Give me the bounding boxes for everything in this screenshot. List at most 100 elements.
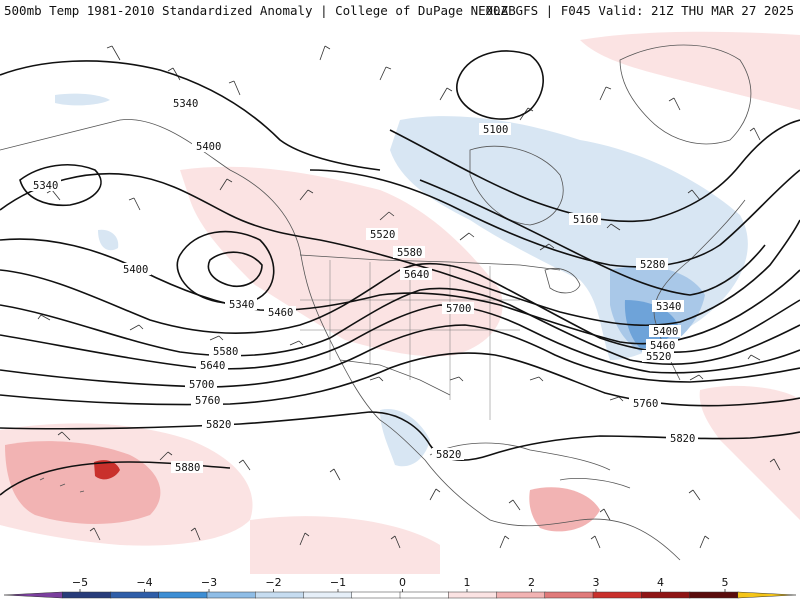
svg-text:5520: 5520	[646, 351, 671, 363]
hudson-bay	[469, 145, 564, 226]
colorbar-segment	[737, 591, 797, 599]
colorbar-tick-label: 2	[528, 576, 535, 589]
contour-label: 5340	[225, 298, 257, 311]
colorbar-segment	[496, 591, 546, 599]
svg-text:5820: 5820	[670, 433, 695, 445]
svg-text:5340: 5340	[656, 301, 681, 313]
colorbar-segment	[158, 591, 208, 599]
contour-5340-upper	[0, 60, 381, 171]
svg-text:5160: 5160	[573, 214, 598, 226]
contour-label: 5340	[29, 179, 61, 192]
svg-text:5820: 5820	[436, 449, 461, 461]
contour-5280	[309, 169, 800, 268]
contour-5100	[455, 50, 544, 120]
colorbar-segment	[255, 591, 305, 599]
svg-text:5640: 5640	[200, 360, 225, 372]
cold-anomaly-alaska	[55, 93, 110, 106]
gulf-coast	[429, 442, 611, 471]
contour-label: 5700	[185, 378, 217, 391]
contour-label: 5520	[642, 350, 674, 363]
colorbar-tick-label: −3	[201, 576, 217, 589]
svg-text:5580: 5580	[397, 247, 422, 259]
svg-text:5280: 5280	[640, 259, 665, 271]
colorbar-segment	[110, 591, 160, 599]
contour-label: 5640	[400, 268, 432, 281]
svg-text:5880: 5880	[175, 462, 200, 474]
wind-barbs	[37, 45, 781, 549]
contour-5520	[0, 262, 800, 353]
contour-5340-mid	[207, 251, 263, 287]
contour-5580	[0, 287, 800, 366]
warm-anomaly-arctic	[580, 31, 800, 110]
svg-text:5520: 5520	[370, 229, 395, 241]
colorbar-segment	[641, 591, 691, 599]
product-title: 500mb Temp 1981-2010 Standardized Anomal…	[4, 3, 516, 18]
contour-label: 5580	[393, 246, 425, 259]
cuba-outline	[559, 478, 631, 489]
contour-label: 5400	[192, 140, 224, 153]
us-canada-border	[299, 254, 561, 271]
contour-label: 5340	[169, 97, 201, 110]
north-america-coastline	[0, 119, 681, 561]
svg-text:5340: 5340	[229, 299, 254, 311]
contour-label: 5760	[629, 397, 661, 410]
svg-text:5700: 5700	[446, 303, 471, 315]
colorbar-segment	[3, 591, 63, 599]
anomaly-map: 5100 5160 5280 5340 5340 5340 5340 5400 …	[0, 22, 800, 574]
warm-anomaly-atlantic	[699, 385, 800, 520]
warm-anomaly-peak	[94, 460, 120, 480]
contour-label: 5520	[366, 228, 398, 241]
colorbar-segment	[689, 591, 739, 599]
colorbar-segment	[448, 591, 498, 599]
contour-label: 5400	[119, 263, 151, 276]
svg-text:5700: 5700	[189, 379, 214, 391]
colorbar-tick-label: 0	[399, 576, 406, 589]
cold-anomaly-pacific	[98, 229, 119, 251]
colorbar-segment	[351, 591, 401, 599]
colorbar-segment	[399, 591, 449, 599]
contour-label: 5820	[666, 432, 698, 445]
colorbar-tick-label: −2	[265, 576, 281, 589]
contour-label: 5280	[636, 258, 668, 271]
colorbar-tick-label: 3	[593, 576, 600, 589]
contour-5760	[0, 352, 800, 407]
colorbar-tick-label: −4	[136, 576, 152, 589]
svg-text:5580: 5580	[213, 346, 238, 358]
colorbar-tick-label: −1	[330, 576, 346, 589]
contour-label: 5700	[442, 302, 474, 315]
svg-text:5100: 5100	[483, 124, 508, 136]
contour-label: 5760	[191, 394, 223, 407]
warm-anomaly-caribbean	[529, 487, 600, 532]
contour-label: 5100	[479, 123, 511, 136]
warm-anomaly-south-pacific	[250, 516, 440, 574]
contour-label: 5640	[196, 359, 228, 372]
great-lakes	[544, 268, 581, 294]
contour-label: 5880	[171, 461, 203, 474]
colorbar-tick-label: 1	[464, 576, 471, 589]
contour-5160	[389, 119, 800, 223]
colorbar-tick-label: 4	[657, 576, 664, 589]
contour-label: 5820	[202, 418, 234, 431]
contour-5700	[0, 324, 800, 388]
colorbar-segment	[303, 591, 353, 599]
svg-text:5640: 5640	[404, 269, 429, 281]
colorbar-segment	[62, 591, 112, 599]
contour-5340-right	[419, 179, 766, 296]
svg-text:5400: 5400	[123, 264, 148, 276]
contour-label: 5340	[652, 300, 684, 313]
hawaiian-islands	[39, 477, 85, 493]
svg-text:5820: 5820	[206, 419, 231, 431]
contour-label: 5460	[264, 306, 296, 319]
us-mexico-border	[339, 359, 451, 396]
contour-label: 5160	[569, 213, 601, 226]
contour-label: 5400	[649, 325, 681, 338]
colorbar-tick-label: −5	[72, 576, 88, 589]
svg-text:5760: 5760	[195, 395, 220, 407]
contour-label: 5580	[209, 345, 241, 358]
colorbar-segment	[592, 591, 642, 599]
colorbar-segment	[544, 591, 594, 599]
svg-text:5340: 5340	[173, 98, 198, 110]
anomaly-colorbar: −5 −4 −3 −2 −1 0 1 2 3 4 5	[0, 574, 800, 600]
header-bar: 500mb Temp 1981-2010 Standardized Anomal…	[0, 0, 800, 22]
